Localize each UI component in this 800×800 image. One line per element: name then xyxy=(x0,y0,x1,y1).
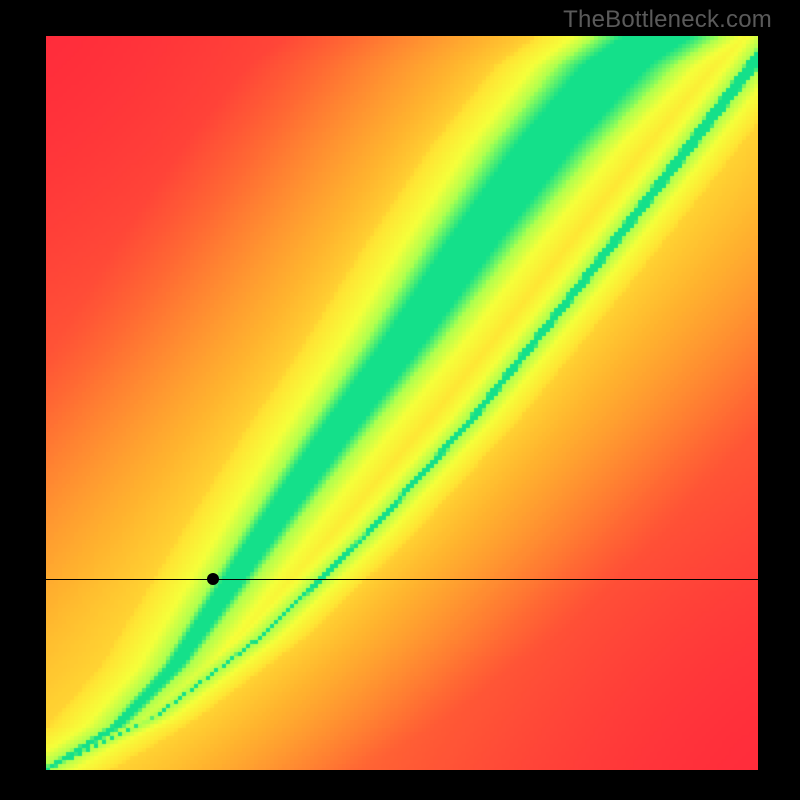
plot-area xyxy=(46,36,758,770)
crosshair-horizontal xyxy=(46,579,758,580)
crosshair-vertical xyxy=(213,770,214,800)
chart-frame: TheBottleneck.com xyxy=(0,0,800,800)
marker-dot xyxy=(207,573,219,585)
heatmap-canvas xyxy=(46,36,758,770)
watermark-text: TheBottleneck.com xyxy=(563,6,772,34)
